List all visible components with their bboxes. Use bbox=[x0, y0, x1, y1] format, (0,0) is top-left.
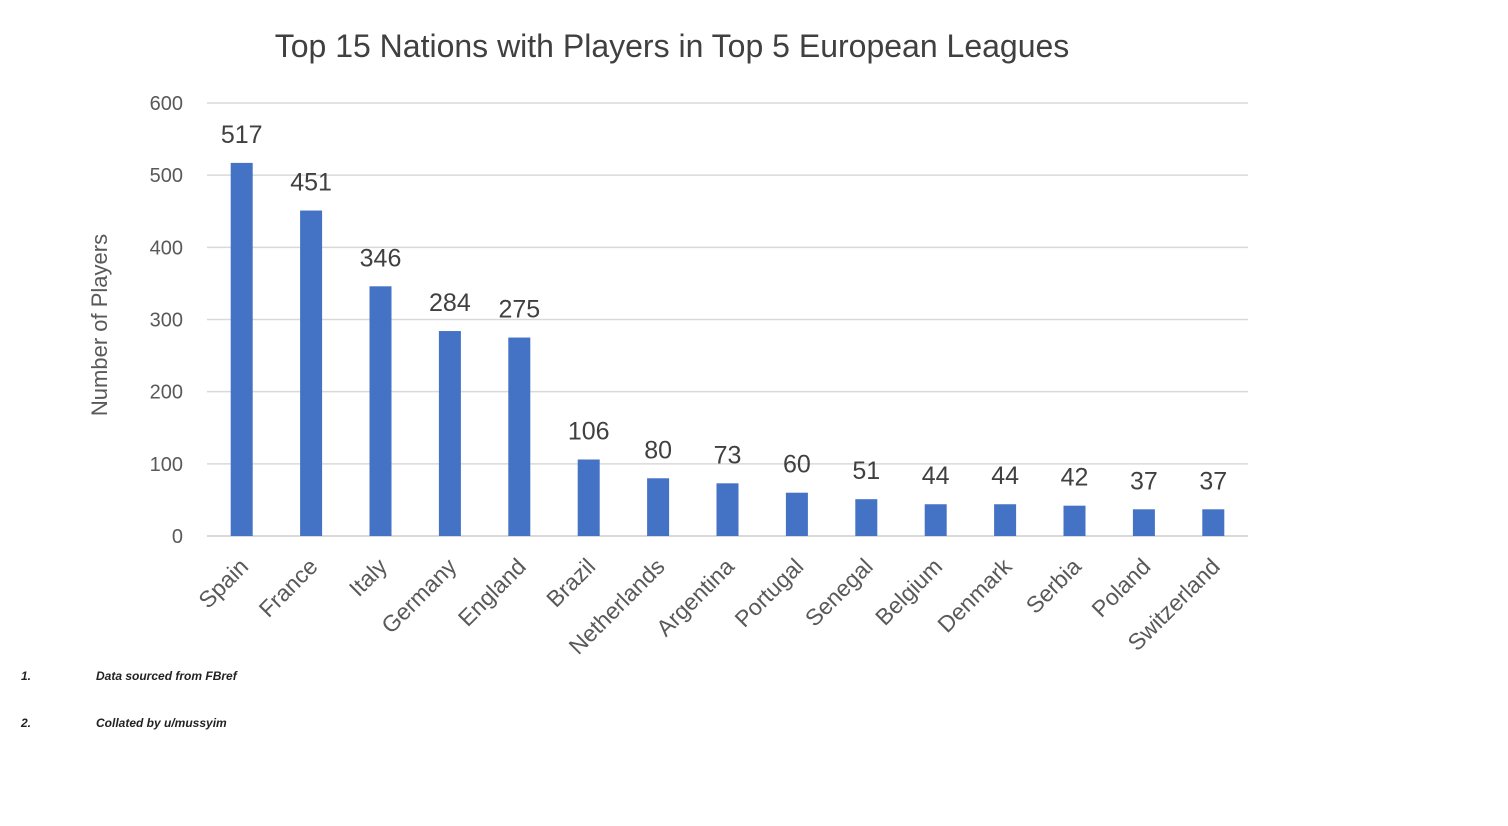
data-label: 37 bbox=[1130, 467, 1158, 495]
x-tick-label: Poland bbox=[1086, 553, 1155, 622]
bar bbox=[785, 492, 808, 536]
footnote-text: Data sourced from FBref bbox=[96, 669, 238, 683]
data-label: 44 bbox=[922, 462, 950, 490]
bar bbox=[994, 504, 1017, 536]
x-tick-label: Germany bbox=[376, 553, 462, 639]
y-axis-label: Number of Players bbox=[87, 234, 112, 416]
y-tick-label: 300 bbox=[150, 310, 183, 332]
y-tick-label: 400 bbox=[150, 237, 183, 259]
bar bbox=[369, 286, 392, 536]
bars bbox=[230, 162, 1225, 537]
bar bbox=[1132, 509, 1155, 536]
x-tick-label: Spain bbox=[193, 553, 253, 613]
bar bbox=[508, 337, 531, 536]
bar bbox=[855, 499, 878, 536]
bar bbox=[1202, 509, 1225, 536]
x-tick-label: Denmark bbox=[932, 553, 1017, 638]
data-label: 106 bbox=[568, 418, 610, 446]
y-tick-label: 600 bbox=[150, 93, 183, 115]
data-label: 60 bbox=[783, 451, 811, 479]
data-label: 42 bbox=[1061, 464, 1089, 492]
footnote: 2. Collated by u/mussyim bbox=[20, 716, 227, 730]
x-tick-label: France bbox=[254, 553, 323, 622]
x-tick-label: Portugal bbox=[729, 553, 808, 632]
data-labels: 517 451 346 284 275 106 80 73 60 51 44 44 42 37 37 bbox=[221, 121, 1227, 495]
gridlines bbox=[207, 102, 1248, 537]
data-label: 51 bbox=[852, 457, 880, 485]
bar bbox=[300, 210, 323, 537]
bar bbox=[577, 459, 600, 536]
footnote-text: Collated by u/mussyim bbox=[96, 716, 227, 730]
bar bbox=[716, 483, 739, 536]
x-tick-label: Brazil bbox=[541, 553, 600, 612]
data-label: 80 bbox=[644, 436, 672, 464]
footnote-number: 1. bbox=[21, 669, 31, 683]
x-tick-label: England bbox=[453, 553, 531, 631]
chart-title: Top 15 Nations with Players in Top 5 Eur… bbox=[275, 28, 1070, 64]
footnote-number: 2. bbox=[20, 716, 31, 730]
data-label: 44 bbox=[991, 462, 1019, 490]
bar bbox=[924, 504, 947, 536]
data-label: 346 bbox=[360, 244, 402, 272]
y-tick-label: 200 bbox=[150, 382, 183, 404]
data-label: 284 bbox=[429, 289, 471, 317]
x-tick-label: Italy bbox=[344, 553, 393, 602]
footnote: 1. Data sourced from FBref bbox=[21, 669, 238, 683]
footnotes: 1. Data sourced from FBref 2. Collated b… bbox=[20, 669, 238, 730]
data-label: 451 bbox=[290, 169, 332, 197]
bar bbox=[647, 478, 670, 536]
bar bbox=[1063, 505, 1086, 536]
y-tick-label: 500 bbox=[150, 165, 183, 187]
bar bbox=[230, 162, 253, 537]
data-label: 37 bbox=[1199, 467, 1227, 495]
y-tick-label: 100 bbox=[150, 454, 183, 476]
y-tick-label: 0 bbox=[172, 526, 183, 548]
data-label: 275 bbox=[498, 296, 540, 324]
y-tick-labels: 0 100 200 300 400 500 600 bbox=[150, 93, 183, 548]
data-label: 517 bbox=[221, 121, 263, 149]
x-tick-label: Senegal bbox=[800, 553, 878, 631]
bar bbox=[438, 331, 461, 536]
data-label: 73 bbox=[714, 441, 742, 469]
x-tick-label: Serbia bbox=[1021, 553, 1087, 619]
